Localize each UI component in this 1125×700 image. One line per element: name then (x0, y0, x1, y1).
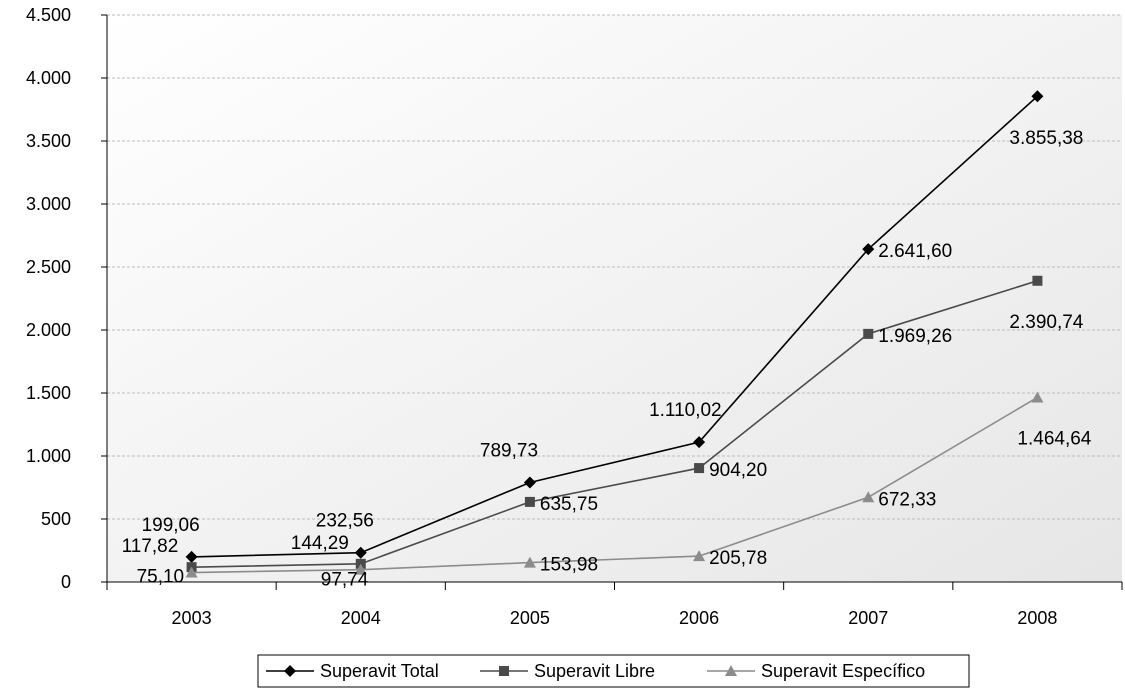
data-label: 904,20 (709, 460, 767, 481)
data-label: 2.641,60 (878, 241, 952, 262)
data-label: 97,74 (321, 570, 369, 591)
x-tick-label: 2004 (341, 608, 381, 628)
data-point (354, 546, 367, 559)
data-label: 117,82 (122, 536, 179, 557)
plot-area (107, 15, 1122, 582)
data-label: 1.464,64 (1017, 428, 1091, 449)
data-point (1031, 391, 1044, 403)
y-tick-label: 1.000 (26, 446, 71, 466)
data-labels: 199,06 232,56 789,73 1.110,02 2.641,60 3.855,… (122, 128, 1092, 590)
legend-box (257, 654, 970, 688)
legend-marker (284, 665, 296, 677)
data-point (1032, 275, 1043, 286)
data-label: 75,10 (137, 567, 185, 588)
gridlines (107, 14, 1122, 520)
series-line (191, 95, 1038, 558)
data-label: 232,56 (316, 511, 374, 532)
data-label: 635,75 (540, 494, 598, 515)
data-point (523, 476, 536, 489)
data-point (693, 550, 706, 562)
data-point (185, 566, 198, 578)
legend-label: Superavit Específico (761, 661, 925, 681)
series-line (191, 280, 1038, 568)
data-label: 2.390,74 (1009, 312, 1083, 333)
y-tick-label: 4.500 (26, 5, 71, 25)
y-tick-label: 1.500 (26, 383, 71, 403)
data-label: 153,98 (540, 555, 598, 576)
data-point (1031, 90, 1044, 103)
data-point (693, 436, 706, 449)
data-point (523, 556, 536, 568)
y-tick-label: 3.500 (26, 131, 71, 151)
data-label: 199,06 (142, 515, 200, 536)
legend-marker (499, 666, 509, 676)
y-tick-label: 0 (61, 572, 71, 592)
axes: 0 500 1.000 1.500 2.000 2.500 3.000 3.500 4.000 4… (26, 5, 1123, 628)
x-tick-label: 2007 (848, 608, 888, 628)
series-superavit-total (185, 90, 1044, 563)
data-label: 672,33 (878, 489, 936, 510)
data-label: 144,29 (291, 533, 349, 554)
data-label: 205,78 (709, 548, 767, 569)
data-point (863, 328, 874, 339)
data-point (862, 243, 875, 256)
data-label: 1.969,26 (878, 326, 952, 347)
data-point (524, 496, 535, 507)
y-tick-label: 2.500 (26, 257, 71, 277)
x-tick-label: 2008 (1017, 608, 1057, 628)
legend-label: Superavit Total (320, 661, 439, 681)
y-tick-label: 2.000 (26, 320, 71, 340)
data-label: 1.110,02 (649, 400, 722, 421)
data-point (694, 463, 705, 474)
y-tick-label: 500 (41, 509, 71, 529)
x-tick-label: 2006 (679, 608, 719, 628)
y-tick-label: 4.000 (26, 68, 71, 88)
x-tick-label: 2005 (510, 608, 550, 628)
x-tick-label: 2003 (172, 608, 212, 628)
legend: Superavit Total Superavit Libre Superavit … (257, 654, 970, 688)
series-layer (185, 90, 1044, 578)
y-tick-label: 3.000 (26, 194, 71, 214)
data-label: 3.855,38 (1009, 128, 1083, 149)
data-point (354, 563, 367, 575)
data-label: 789,73 (480, 440, 538, 461)
series-line (191, 396, 1038, 574)
legend-marker (725, 665, 737, 676)
data-point (862, 491, 875, 503)
data-point (185, 550, 198, 563)
legend-label: Superavit Libre (534, 661, 655, 681)
series-superavit-espec-fico (185, 391, 1044, 578)
